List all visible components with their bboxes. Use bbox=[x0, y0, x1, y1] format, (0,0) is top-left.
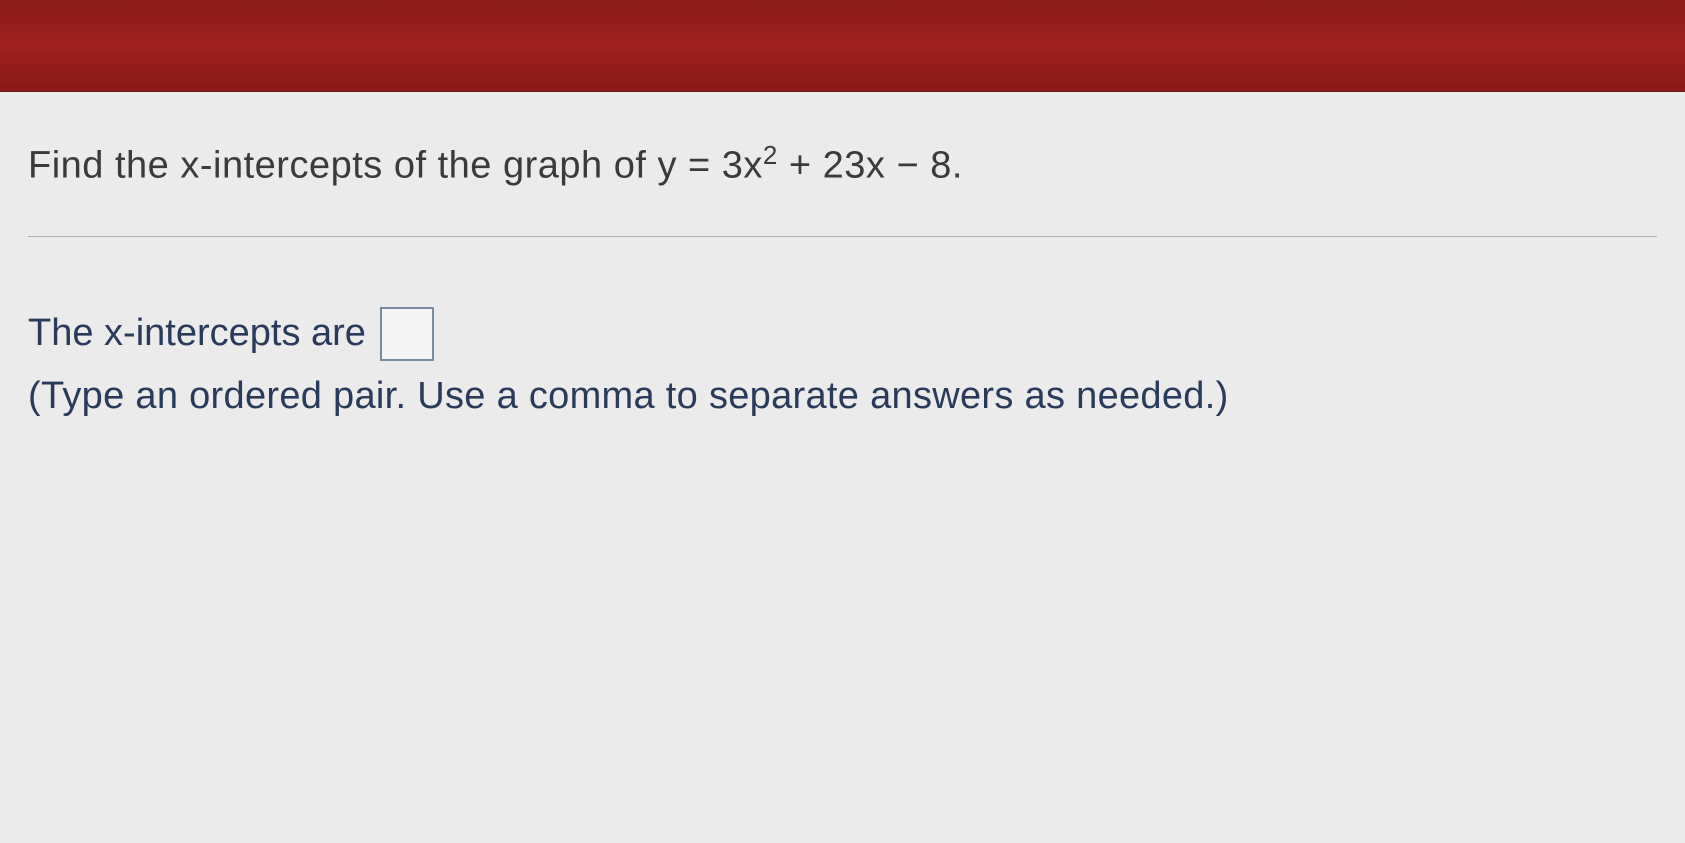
question-suffix: + 23x − 8. bbox=[778, 145, 963, 187]
answer-label: The x-intercepts are bbox=[28, 312, 366, 355]
answer-input[interactable] bbox=[380, 307, 434, 361]
header-bar bbox=[0, 0, 1685, 92]
content-area: Find the x-intercepts of the graph of y … bbox=[0, 92, 1685, 843]
answer-line: The x-intercepts are bbox=[28, 307, 1657, 361]
question-exponent: 2 bbox=[763, 140, 778, 170]
answer-hint: (Type an ordered pair. Use a comma to se… bbox=[28, 375, 1657, 418]
question-prefix: Find the x-intercepts of the graph of y … bbox=[28, 145, 763, 187]
section-divider bbox=[28, 236, 1657, 237]
question-text: Find the x-intercepts of the graph of y … bbox=[28, 140, 1657, 188]
